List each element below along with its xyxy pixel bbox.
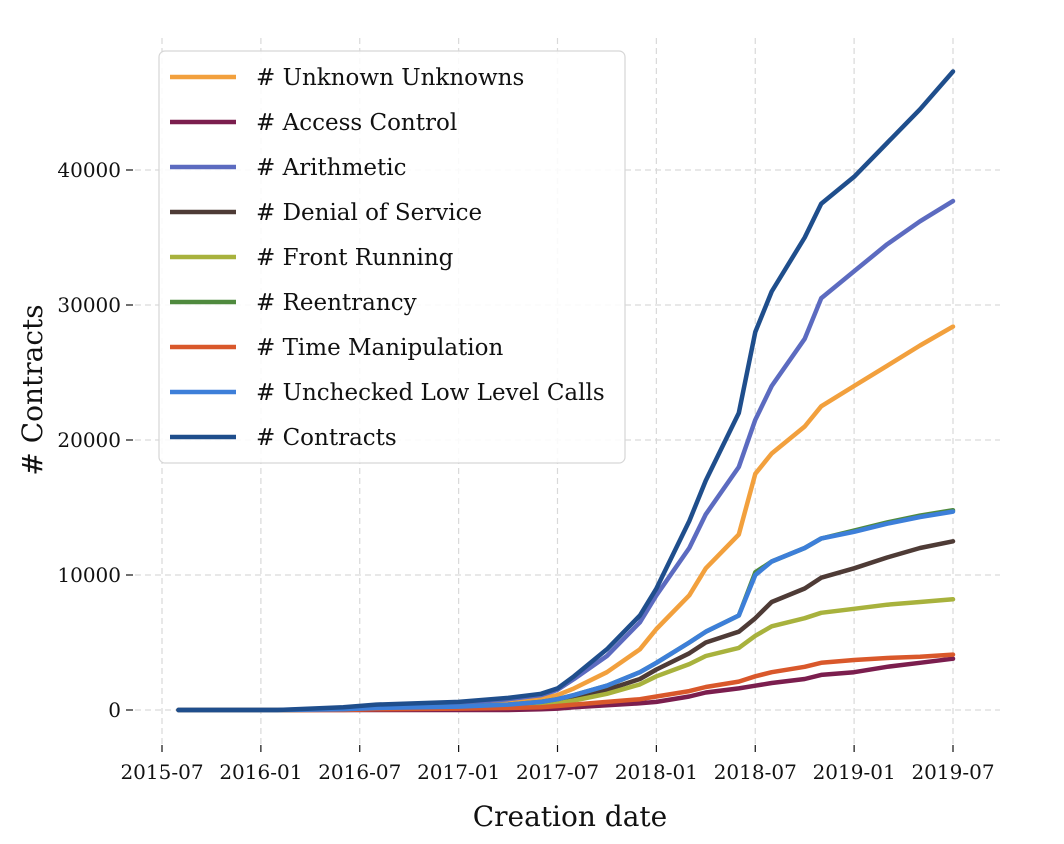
x-axis-label: Creation date: [473, 800, 668, 833]
legend-label: # Unknown Unknowns: [256, 65, 524, 91]
x-tick-label: 2017-01: [417, 760, 500, 784]
legend-item: # Unchecked Low Level Calls: [170, 380, 605, 406]
y-tick-label: 20000: [57, 428, 121, 452]
x-tick-label: 2019-07: [911, 760, 994, 784]
legend-label: # Front Running: [256, 245, 454, 271]
legend: # Unknown Unknowns # Access Control # Arit…: [158, 50, 626, 464]
series-line-unchecked-low-level-calls: [176, 509, 956, 713]
y-axis-label: # Contracts: [16, 304, 49, 475]
y-tick-label: 40000: [57, 158, 121, 182]
legend-label: # Arithmetic: [256, 155, 407, 181]
x-tick-label: 2015-07: [120, 760, 203, 784]
legend-label: # Unchecked Low Level Calls: [256, 380, 605, 406]
legend-item: # Front Running: [170, 245, 454, 271]
series-line-contracts: [176, 69, 956, 713]
legend-label: # Contracts: [256, 425, 397, 451]
x-tick-label: 2019-01: [813, 760, 896, 784]
legend-label: # Access Control: [256, 110, 457, 136]
y-tick-label: 0: [108, 698, 121, 722]
y-tick-label: 30000: [57, 293, 121, 317]
legend-item: # Denial of Service: [170, 200, 482, 226]
legend-label: # Reentrancy: [256, 290, 417, 316]
x-tick-label: 2017-07: [516, 760, 599, 784]
legend-item: # Access Control: [170, 110, 457, 136]
legend-item: # Unknown Unknowns: [170, 65, 524, 91]
legend-item: # Contracts: [170, 425, 397, 451]
x-tick-label: 2016-01: [219, 760, 302, 784]
legend-box: [158, 50, 626, 464]
y-tick-label: 10000: [57, 563, 121, 587]
x-tick-label: 2018-07: [714, 760, 797, 784]
x-tick-label: 2018-01: [615, 760, 698, 784]
legend-label: # Denial of Service: [256, 200, 482, 226]
axis-ticks: 2015-07 2016-01 2016-07 2017-01 2017-07 2018-…: [57, 158, 994, 784]
legend-item: # Reentrancy: [170, 290, 417, 316]
legend-item: # Time Manipulation: [170, 335, 503, 361]
x-tick-label: 2016-07: [318, 760, 401, 784]
series-lines: [176, 69, 956, 713]
legend-label: # Time Manipulation: [256, 335, 503, 361]
legend-item: # Arithmetic: [170, 155, 407, 181]
